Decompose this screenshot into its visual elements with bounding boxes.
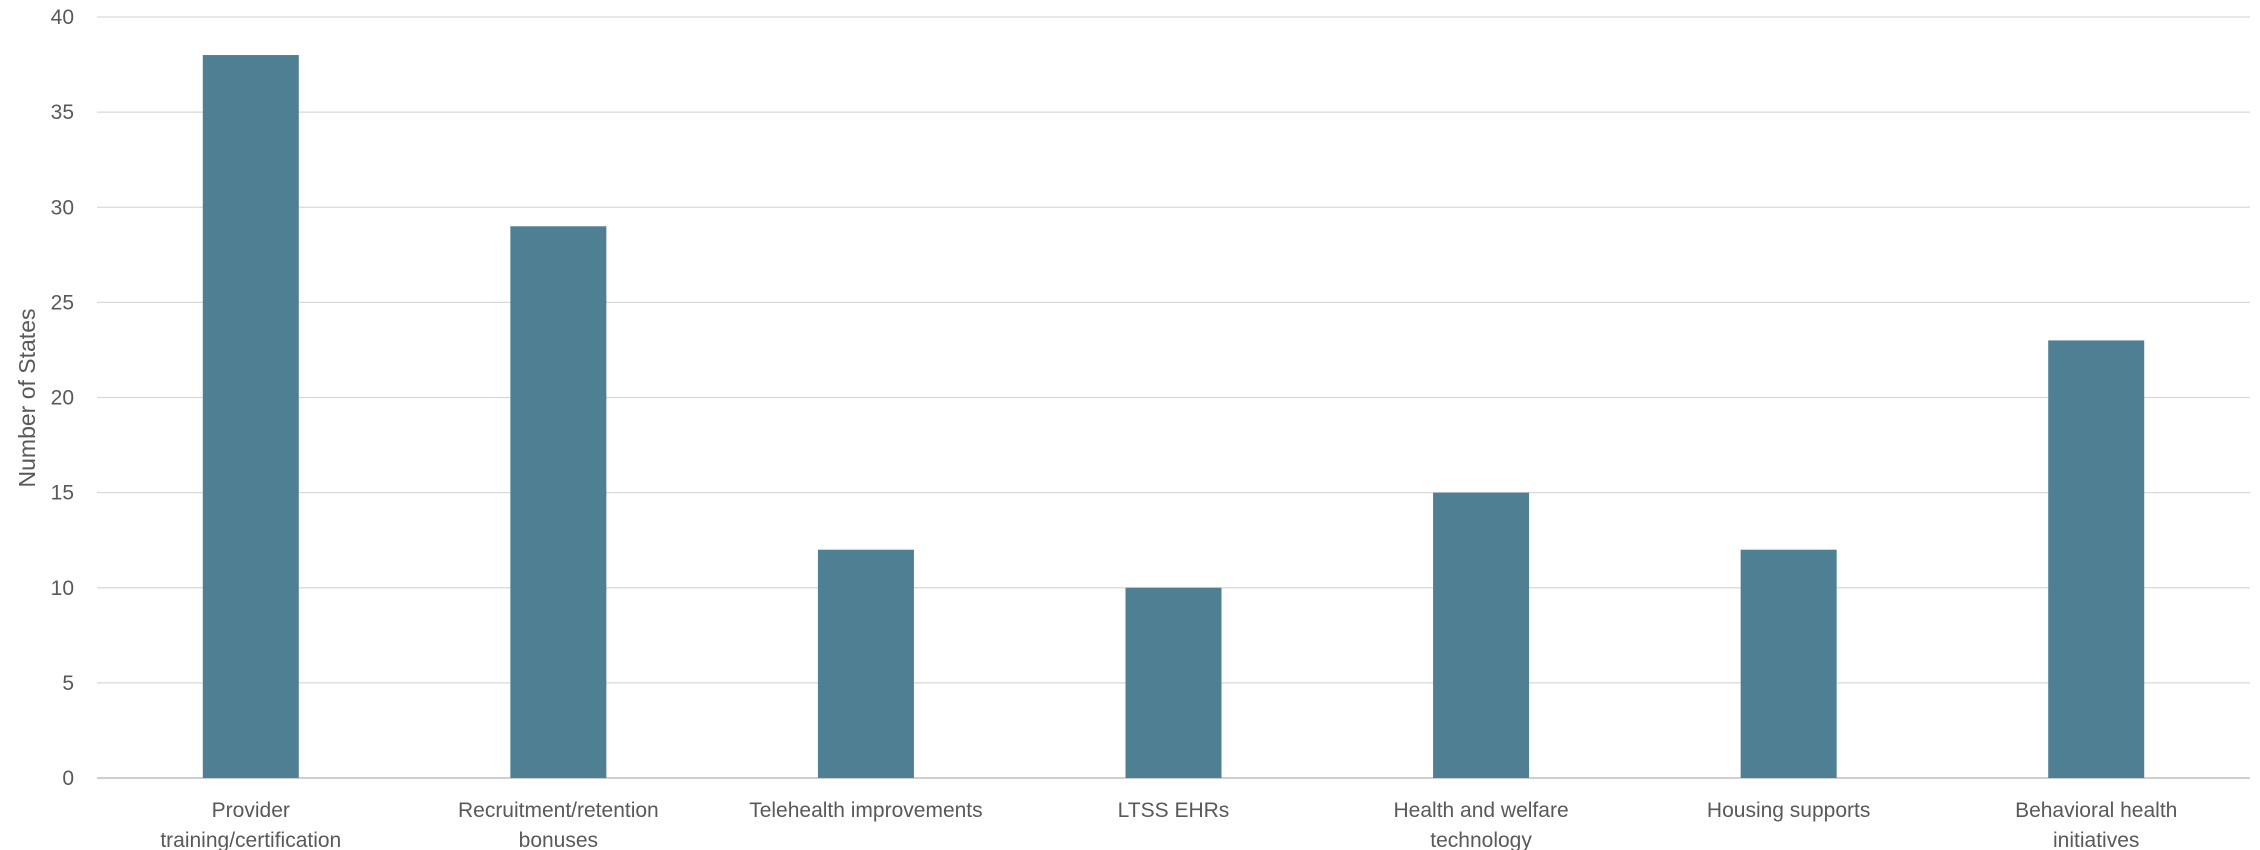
y-tick-label: 20 — [51, 387, 74, 410]
bar — [2048, 340, 2145, 778]
y-tick-label: 40 — [51, 6, 74, 29]
y-tick-label: 0 — [62, 767, 74, 790]
x-category-label: LTSS EHRs — [1118, 799, 1230, 822]
y-tick-label: 30 — [51, 196, 74, 219]
bar — [202, 55, 299, 779]
x-category-label: Health and welfare technology — [1394, 799, 1569, 850]
y-tick-label: 25 — [51, 291, 74, 314]
bar — [1125, 587, 1222, 778]
x-axis-categories: Provider training/certification Recruitmen… — [160, 799, 2177, 850]
x-category-label: Recruitment/retention bonuses — [458, 799, 659, 850]
bar — [510, 226, 607, 778]
y-axis-ticks: 0 5 10 15 20 25 30 35 40 — [51, 6, 74, 790]
y-tick-label: 35 — [51, 101, 74, 124]
y-tick-label: 10 — [51, 577, 74, 600]
x-category-label: Housing supports — [1707, 799, 1870, 822]
x-category-label: Behavioral health initiatives — [2015, 799, 2177, 850]
bars — [202, 55, 2145, 779]
bar — [1433, 492, 1530, 778]
y-axis-title: Number of States — [14, 309, 40, 488]
gridlines — [97, 16, 2250, 779]
y-tick-label: 15 — [51, 482, 74, 505]
bar — [817, 549, 914, 778]
y-tick-label: 5 — [62, 672, 74, 695]
bar — [1740, 549, 1837, 778]
x-category-label: Provider training/certification — [160, 799, 341, 850]
x-category-label: Telehealth improvements — [749, 799, 982, 822]
